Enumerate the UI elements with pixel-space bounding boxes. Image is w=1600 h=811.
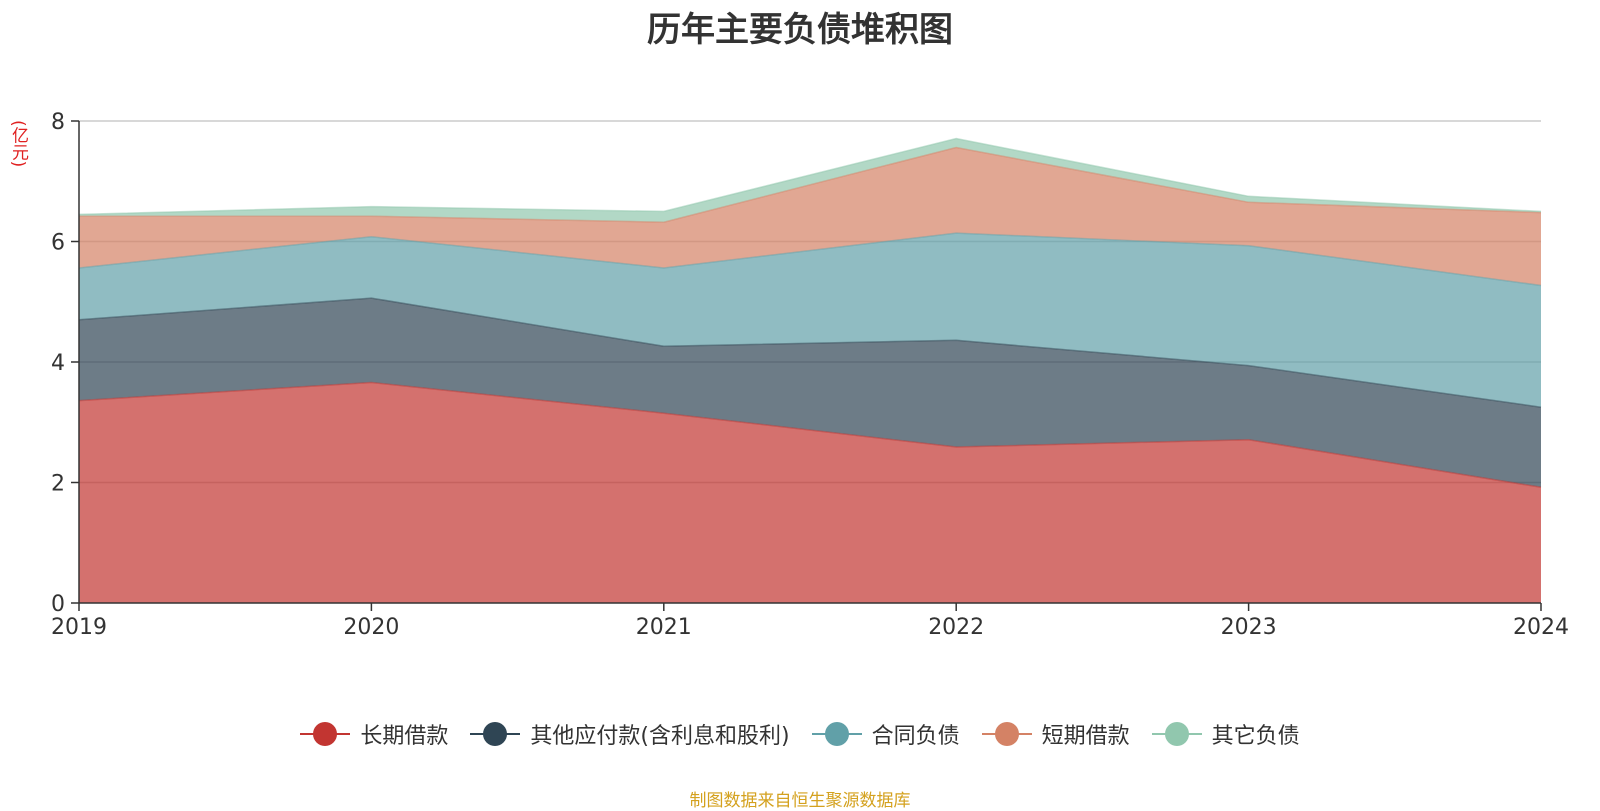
y-tick-label: 0 [51,592,65,617]
legend-swatch [300,722,350,746]
legend-swatch [982,722,1032,746]
legend-swatch [470,722,520,746]
legend-swatch-dot [483,722,507,746]
legend-label: 其他应付款(含利息和股利) [530,718,789,750]
legend-label: 短期借款 [1042,718,1130,750]
legend-label: 长期借款 [360,718,448,750]
source-note: 制图数据来自恒生聚源数据库 [0,786,1600,811]
area-layer [79,139,1541,604]
legend-label: 合同负债 [872,718,960,750]
legend-item[interactable]: 短期借款 [982,718,1130,750]
legend-swatch-dot [313,722,337,746]
legend-item[interactable]: 合同负债 [812,718,960,750]
legend-swatch [812,722,862,746]
legend-swatch-dot [1165,722,1189,746]
legend-item[interactable]: 其他应付款(含利息和股利) [470,718,789,750]
area-chart: 0 2 4 6 8 2019 2020 2021 2022 2023 2024 [0,0,1600,720]
legend-swatch-dot [995,722,1019,746]
legend: 长期借款 其他应付款(含利息和股利) 合同负债 短期借款 其它负债 [0,718,1600,750]
x-tick-label: 2023 [1221,615,1277,640]
x-tick-label: 2024 [1513,615,1569,640]
x-tick-label: 2019 [51,615,107,640]
y-tick-label: 2 [51,472,65,497]
legend-item[interactable]: 其它负债 [1152,718,1300,750]
x-tick-label: 2020 [343,615,399,640]
legend-label: 其它负债 [1212,718,1300,750]
legend-item[interactable]: 长期借款 [300,718,448,750]
x-tick-label: 2021 [636,615,692,640]
legend-swatch [1152,722,1202,746]
x-tick-label: 2022 [928,615,984,640]
legend-swatch-dot [825,722,849,746]
y-tick-label: 6 [51,231,65,256]
y-tick-label: 4 [51,351,65,376]
y-tick-label: 8 [51,110,65,135]
